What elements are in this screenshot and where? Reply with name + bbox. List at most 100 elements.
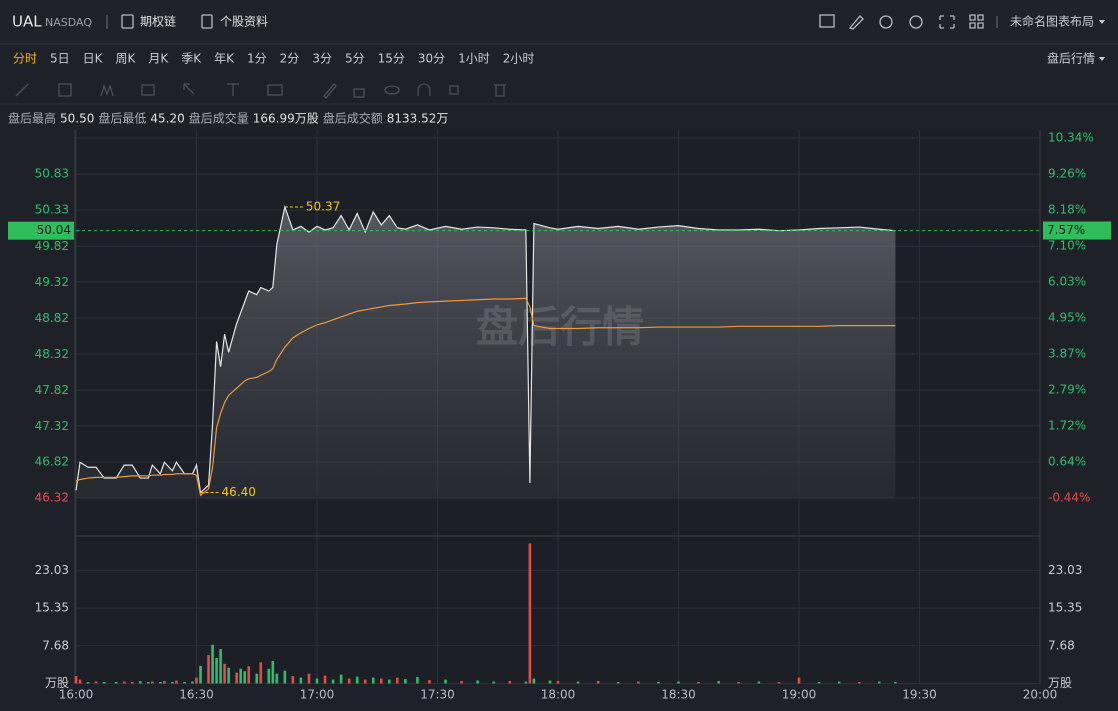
volume-bar: [239, 668, 242, 684]
volume-bar: [159, 682, 162, 684]
period-tab[interactable]: 2小时: [503, 52, 535, 66]
rect-tool[interactable]: [58, 83, 72, 97]
volume-bar: [215, 657, 218, 684]
volume-bar: [299, 677, 303, 684]
volume-bar: [307, 673, 311, 684]
symbol[interactable]: UAL: [12, 13, 42, 31]
session-info: 盘后最高 50.50 盘后最低 45.20 盘后成交量 166.99万股 盘后成交额 8133…: [8, 111, 448, 126]
arrow-tool[interactable]: [183, 83, 195, 95]
y2-tick-label: -0.44%: [1048, 490, 1090, 504]
lock-tool[interactable]: [353, 88, 365, 98]
volume-bar: [444, 679, 447, 684]
volume-bar: [223, 663, 226, 684]
period-tab[interactable]: 季K: [181, 52, 202, 66]
y2-tick-label: 4.95%: [1048, 310, 1086, 324]
y2-tick-label: 9.26%: [1048, 167, 1086, 181]
y2-tick-label: 3.87%: [1048, 347, 1086, 361]
volume-bar: [323, 675, 327, 684]
delete-tool[interactable]: [494, 84, 506, 97]
volume-tick-label: 15.35: [35, 601, 69, 615]
magnet-tool[interactable]: [417, 83, 431, 96]
volume-bar: [894, 682, 897, 684]
volume-bar: [371, 677, 375, 684]
volume-bar: [508, 681, 512, 684]
last-pct: 7.57%: [1047, 223, 1085, 237]
copy-tool[interactable]: [449, 85, 459, 95]
last-pct-box: [1043, 221, 1111, 240]
volume-bar: [548, 680, 552, 684]
measure-tool[interactable]: [267, 84, 283, 96]
layout-button[interactable]: [969, 14, 984, 29]
info-value: 50.50: [60, 112, 94, 126]
volume-bar: [404, 679, 407, 684]
period-tab[interactable]: 30分: [418, 52, 445, 66]
period-tab[interactable]: 日K: [83, 52, 104, 66]
x-tick-label: 19:00: [782, 688, 817, 702]
volume-bar: [78, 679, 82, 684]
volume-tick-label: 15.35: [1048, 601, 1082, 615]
volume-tick-label: 23.03: [35, 563, 69, 577]
volume-bar: [227, 667, 230, 684]
drawing-tools: [15, 83, 506, 99]
layout-name[interactable]: 未命名图表布局: [1010, 14, 1094, 29]
period-tab[interactable]: 年K: [214, 52, 235, 66]
period-tabs: 分时 5日 日K 周K 月K 季K 年K 1分 2分 3分 5分 15分 30分 1小时 2小时: [13, 52, 534, 66]
volume-bar: [199, 665, 202, 684]
volume-bar: [255, 673, 259, 684]
volume-bar: [777, 682, 781, 684]
info-value: 45.20: [150, 112, 184, 126]
volume-bar: [195, 677, 198, 684]
option-chain-link[interactable]: 期权链: [140, 14, 176, 29]
volume-bar: [616, 682, 620, 684]
draw-button[interactable]: [848, 15, 864, 30]
wave-tool[interactable]: [100, 83, 114, 97]
exchange: NASDAQ: [45, 16, 92, 29]
volume-bar: [102, 682, 106, 684]
y-tick-label: 49.32: [35, 275, 69, 289]
period-tab[interactable]: 分时: [13, 52, 37, 66]
period-tab[interactable]: 1分: [247, 52, 267, 66]
volume-bar: [114, 682, 118, 684]
x-tick-label: 18:00: [541, 688, 576, 702]
info-value: 8133.52万: [387, 112, 449, 126]
period-tab[interactable]: 5分: [345, 52, 365, 66]
option-icon: [121, 14, 134, 29]
volume-bar: [837, 681, 841, 684]
period-tab[interactable]: 周K: [116, 52, 137, 66]
average-line: [75, 297, 896, 497]
volume-bar: [388, 679, 391, 684]
annotation-label: 46.40: [222, 485, 256, 499]
pattern-tool[interactable]: [141, 84, 155, 96]
period-tab[interactable]: 1小时: [458, 52, 490, 66]
session-mode[interactable]: 盘后行情: [1047, 51, 1095, 66]
period-tab[interactable]: 15分: [378, 52, 405, 66]
profile-link[interactable]: 个股资料: [220, 15, 268, 29]
pen-tool[interactable]: [323, 83, 337, 99]
period-tab[interactable]: 月K: [148, 52, 169, 66]
refresh-button[interactable]: [879, 15, 893, 29]
y2-tick-label: 1.72%: [1048, 418, 1086, 432]
period-tab[interactable]: 2分: [280, 52, 300, 66]
top-bar: [0, 0, 1118, 44]
volume-tick-label: 万股: [45, 676, 69, 690]
last-price: 50.04: [37, 223, 71, 237]
volume-bar: [355, 676, 359, 684]
volume-bar: [271, 660, 275, 684]
y-tick-label: 46.32: [35, 491, 69, 505]
period-tab[interactable]: 3分: [312, 52, 332, 66]
text-tool[interactable]: [227, 83, 239, 96]
period-tab[interactable]: 5日: [50, 52, 70, 66]
settings-button[interactable]: [909, 15, 923, 29]
volume-bar: [183, 682, 186, 684]
volume-bar: [556, 681, 560, 684]
volume-bar: [657, 682, 660, 684]
volume-bar: [460, 681, 463, 684]
fullscreen-button[interactable]: [939, 15, 955, 29]
line-tool[interactable]: [15, 83, 29, 97]
volume-bar: [416, 677, 419, 684]
last-price-box: [8, 221, 74, 240]
indicator-button[interactable]: [819, 14, 835, 28]
volume-bar: [235, 672, 238, 684]
eye-tool[interactable]: [384, 85, 400, 95]
